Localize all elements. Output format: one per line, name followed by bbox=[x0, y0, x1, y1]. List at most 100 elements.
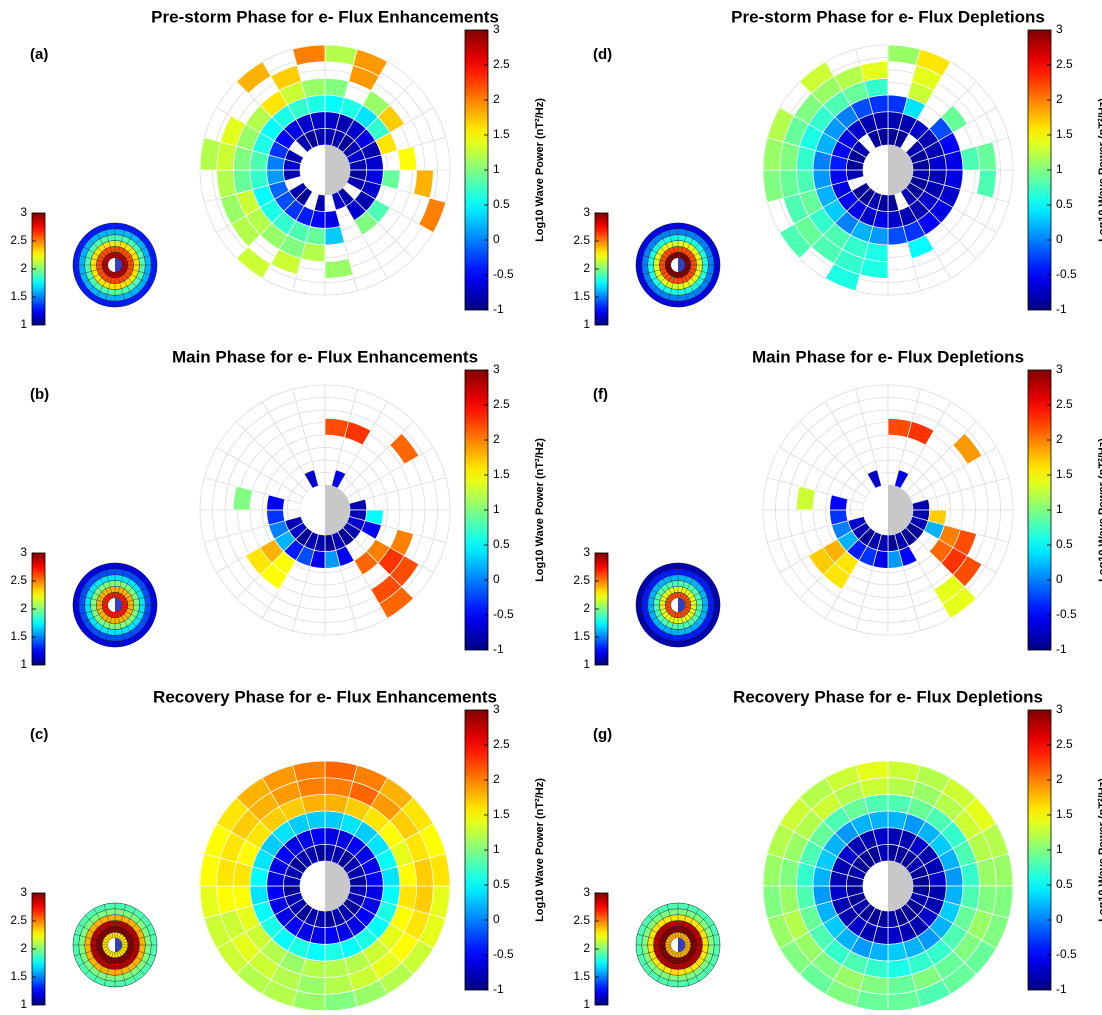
panel-title: Main Phase for e- Flux Depletions bbox=[752, 347, 1024, 366]
inset-grid-spoke bbox=[682, 235, 708, 261]
colorbar-tick-label: 2.5 bbox=[1056, 397, 1073, 411]
colorbar-tick-label: -0.5 bbox=[1056, 267, 1077, 281]
colorbar-tick-label: 0 bbox=[1056, 912, 1063, 926]
inset-grid-spoke bbox=[93, 228, 112, 260]
inset-grid-spoke bbox=[103, 611, 114, 646]
heat-cell bbox=[236, 61, 272, 94]
colorbar-tick-label: 1.5 bbox=[10, 969, 27, 983]
heat-cell bbox=[829, 494, 849, 511]
inset-grid-spoke bbox=[118, 950, 137, 982]
colorbar-tick-label: 3 bbox=[493, 702, 500, 716]
heat-cell bbox=[300, 77, 326, 98]
colorbar-tick-label: 1 bbox=[1056, 162, 1063, 176]
inset-grid-spoke bbox=[103, 904, 114, 939]
colorbar-tick-label: 2.5 bbox=[493, 737, 510, 751]
grid-spoke bbox=[236, 421, 308, 493]
heat-cell bbox=[270, 248, 302, 276]
heat-cell bbox=[216, 169, 237, 199]
colorbar-tick-label: 3 bbox=[583, 545, 590, 559]
earth-night bbox=[863, 485, 888, 535]
inset-grid-spoke bbox=[683, 268, 715, 287]
inset-grid-spoke bbox=[656, 908, 675, 940]
inset-grid-spoke bbox=[93, 270, 112, 302]
colorbar-tick-label: 1 bbox=[493, 162, 500, 176]
inset-grid-spoke bbox=[120, 608, 152, 627]
inset-grid-spoke bbox=[74, 253, 109, 264]
heat-cell bbox=[324, 44, 358, 66]
colorbar-tick-label: 0 bbox=[1056, 572, 1063, 586]
colorbar-tick-label: 1 bbox=[20, 657, 27, 671]
inset-earth-night bbox=[671, 258, 678, 272]
inset-grid-spoke bbox=[85, 235, 111, 261]
inset-grid-spoke bbox=[118, 270, 137, 302]
inset-grid-spoke bbox=[656, 568, 675, 600]
colorbar-tick-label: 2.5 bbox=[10, 233, 27, 247]
heat-cell bbox=[377, 104, 405, 133]
heat-cell bbox=[353, 210, 379, 236]
inset-grid-spoke bbox=[74, 593, 109, 604]
heat-cell bbox=[976, 169, 997, 199]
inset-grid-spoke bbox=[666, 564, 677, 599]
inset-grid-spoke bbox=[78, 243, 110, 262]
inset-grid-spoke bbox=[116, 224, 127, 259]
colorbar-tick-label: -0.5 bbox=[1056, 947, 1077, 961]
inset-earth-day bbox=[678, 258, 685, 272]
inset-grid-spoke bbox=[648, 915, 674, 941]
heat-cell bbox=[887, 958, 913, 979]
heat-cell bbox=[313, 193, 326, 213]
inset-grid-spoke bbox=[637, 593, 672, 604]
inset-grid-spoke bbox=[118, 908, 137, 940]
inset-grid-spoke bbox=[103, 564, 114, 599]
colorbar-tick-label: 2 bbox=[493, 772, 500, 786]
inset-grid-spoke bbox=[681, 908, 700, 940]
inset-grid-spoke bbox=[120, 923, 152, 942]
inset-grid-spoke bbox=[683, 243, 715, 262]
inset-grid-spoke bbox=[684, 266, 719, 277]
heat-cell bbox=[795, 885, 816, 911]
grid-spoke bbox=[779, 447, 867, 498]
inset-grid-spoke bbox=[78, 948, 110, 967]
inset-grid-spoke bbox=[679, 271, 690, 306]
inset-grid-spoke bbox=[684, 933, 719, 944]
colorbar-tick-label: 2.5 bbox=[493, 397, 510, 411]
heat-cell bbox=[397, 145, 418, 171]
heat-cell bbox=[331, 469, 347, 489]
inset-grid-spoke bbox=[637, 933, 672, 944]
panel-label: (d) bbox=[593, 46, 612, 63]
inset-grid-spoke bbox=[74, 946, 109, 957]
heat-cell bbox=[378, 586, 414, 619]
panel-title: Recovery Phase for e- Flux Enhancements bbox=[153, 687, 497, 706]
heat-cell bbox=[245, 547, 273, 576]
heat-cell bbox=[352, 48, 388, 77]
panel-title: Pre-storm Phase for e- Flux Enhancements bbox=[151, 7, 499, 26]
heat-cell bbox=[324, 258, 354, 279]
inset-grid-spoke bbox=[119, 269, 145, 295]
colorbar-tick-label: 1.5 bbox=[10, 289, 27, 303]
heat-cell bbox=[799, 61, 835, 94]
colorbar-tick-label: 3 bbox=[493, 22, 500, 36]
heat-cell bbox=[915, 48, 951, 77]
inset-grid-spoke bbox=[119, 575, 145, 601]
colorbar-tick-label: 1.5 bbox=[1056, 807, 1073, 821]
heat-cell bbox=[906, 234, 935, 259]
inset-grid-spoke bbox=[684, 593, 719, 604]
inset-earth-night bbox=[108, 258, 115, 272]
colorbar-tick-label: 2 bbox=[493, 92, 500, 106]
colorbar-tick-label: 2.5 bbox=[10, 913, 27, 927]
colorbar-tick-label: 1 bbox=[493, 502, 500, 516]
inset-grid-spoke bbox=[683, 608, 715, 627]
inset-grid-spoke bbox=[85, 269, 111, 295]
inset-grid-spoke bbox=[641, 268, 673, 287]
inset-grid-spoke bbox=[85, 609, 111, 635]
inset-earth-night bbox=[671, 598, 678, 612]
inset-grid-spoke bbox=[641, 243, 673, 262]
colorbar-tick-label: 2 bbox=[583, 601, 590, 615]
inset-grid-spoke bbox=[637, 266, 672, 277]
inset-grid-spoke bbox=[118, 610, 137, 642]
earth-night bbox=[300, 145, 325, 195]
colorbar-tick-label: 0.5 bbox=[493, 877, 510, 891]
colorbar-tick-label: -1 bbox=[493, 982, 504, 996]
colorbar-tick-label: 2.5 bbox=[573, 573, 590, 587]
inset-grid-spoke bbox=[78, 923, 110, 942]
